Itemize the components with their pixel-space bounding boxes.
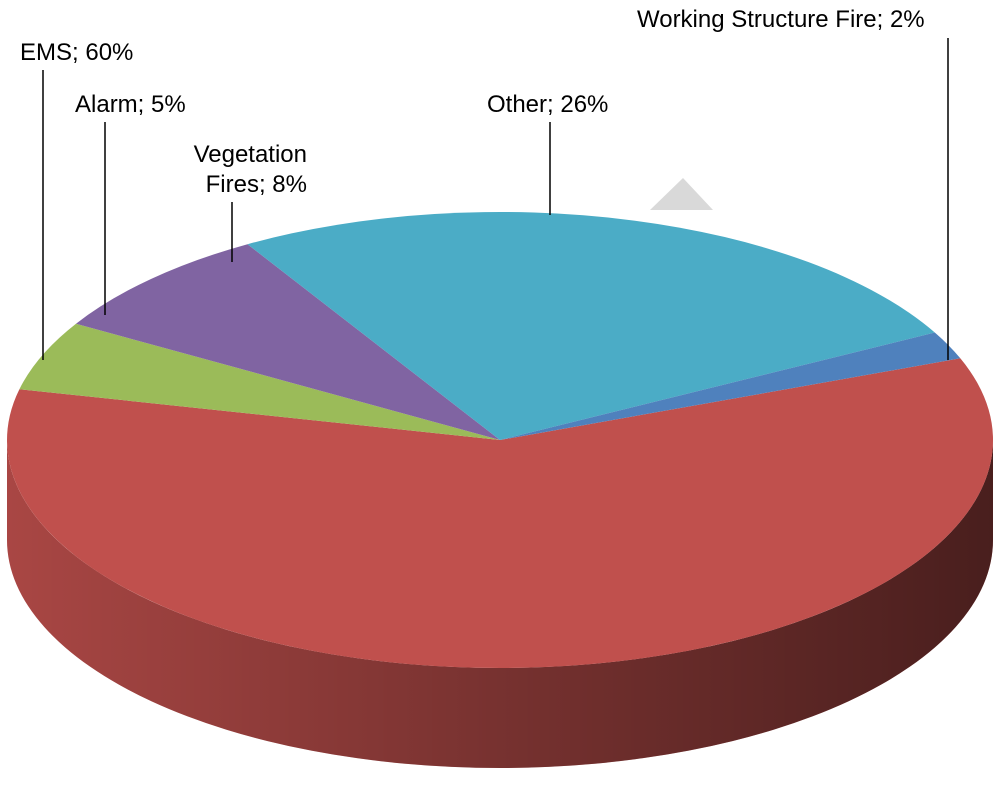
slice [247,212,935,440]
pie-tops [7,212,994,668]
data-label: Other; 26% [487,91,609,118]
slice [7,358,994,668]
pie-sides [7,440,993,768]
slice [19,323,501,440]
data-label: Alarm; 5% [75,91,186,118]
data-label: Working Structure Fire; 2% [637,6,925,33]
data-label: EMS; 60% [20,39,134,66]
leader-lines [42,38,949,360]
side-shade [7,440,993,768]
slice [500,332,961,440]
slice [76,244,500,440]
decoration [650,178,713,210]
data-label: Vegetation Fires; 8% [193,141,307,198]
